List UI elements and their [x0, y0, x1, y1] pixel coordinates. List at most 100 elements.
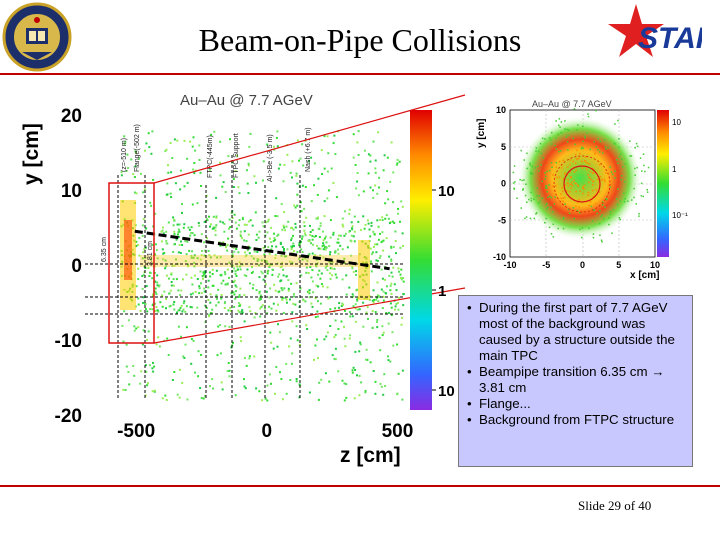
scatter-point: [211, 308, 214, 311]
scatter-point: [265, 260, 268, 263]
scatter-point: [154, 212, 157, 215]
scatter-point: [257, 258, 260, 261]
inset-scatter-point: [551, 131, 553, 134]
scatter-point: [237, 295, 240, 298]
scatter-point: [221, 221, 224, 224]
scatter-point: [385, 237, 388, 240]
scatter-point: [309, 266, 312, 268]
inset-scatter-point: [587, 194, 589, 196]
scatter-point: [310, 156, 313, 159]
inset-scatter-point: [568, 212, 571, 215]
scatter-point: [369, 186, 372, 189]
scatter-point: [182, 302, 185, 305]
scatter-point: [381, 219, 384, 222]
scatter-point: [289, 337, 292, 340]
scatter-point: [310, 200, 313, 203]
scatter-point: [169, 289, 172, 292]
main-y-tick: -10: [55, 331, 82, 352]
scatter-point: [223, 230, 226, 233]
scatter-point: [291, 261, 294, 264]
scatter-point: [274, 253, 277, 256]
inset-scatter-point: [584, 156, 587, 158]
scatter-point: [281, 289, 284, 292]
scatter-point: [173, 308, 176, 311]
scatter-point: [198, 292, 201, 295]
scatter-point: [286, 248, 289, 251]
inset-scatter-point: [575, 190, 577, 193]
scatter-point: [241, 309, 244, 312]
inset-scatter-point: [624, 163, 626, 165]
inset-y-tick: 0: [501, 179, 506, 189]
scatter-point: [170, 272, 173, 275]
scatter-point: [303, 221, 306, 224]
scatter-point: [374, 380, 377, 383]
scatter-point: [293, 293, 295, 295]
scatter-point: [154, 291, 157, 294]
scatter-point: [135, 192, 138, 195]
scatter-point: [350, 234, 353, 237]
scatter-point: [253, 316, 256, 319]
scatter-point: [137, 278, 140, 281]
scatter-point: [341, 379, 344, 382]
scatter-point: [337, 234, 340, 237]
inset-scatter-point: [552, 223, 554, 225]
scatter-point: [328, 272, 331, 275]
scatter-point: [150, 258, 152, 261]
scatter-point: [343, 262, 346, 265]
scatter-point: [260, 270, 263, 273]
scatter-point: [210, 133, 213, 136]
scatter-point: [371, 326, 374, 329]
inset-scatter-point: [545, 185, 547, 187]
inset-scatter-point: [612, 209, 615, 211]
scatter-point: [164, 394, 167, 397]
scatter-point: [202, 397, 205, 400]
scatter-point: [356, 141, 359, 144]
scatter-point: [151, 367, 154, 370]
scatter-point: [245, 364, 248, 367]
scatter-point: [293, 250, 295, 253]
scatter-point: [191, 232, 194, 235]
inset-colorbar: [657, 110, 669, 257]
inset-ring-density: [518, 116, 642, 240]
inset-scatter-point: [605, 198, 607, 200]
scatter-point: [226, 282, 229, 285]
scatter-point: [379, 218, 382, 221]
scatter-point: [245, 223, 248, 226]
scatter-point: [137, 326, 140, 329]
scatter-point: [180, 240, 182, 243]
scatter-point: [292, 295, 295, 298]
inset-scatter-point: [549, 195, 551, 198]
inset-scatter-point: [573, 217, 576, 220]
scatter-point: [238, 311, 241, 314]
scatter-point: [379, 232, 381, 235]
scatter-point: [319, 224, 322, 227]
scatter-point: [281, 298, 284, 301]
inset-scatter-point: [591, 189, 594, 192]
scatter-point: [378, 295, 381, 298]
scatter-point: [315, 258, 318, 261]
scatter-point: [399, 246, 402, 249]
scatter-point: [283, 287, 286, 290]
scatter-point: [255, 181, 257, 184]
scatter-point: [316, 216, 319, 219]
scatter-point: [280, 254, 283, 257]
inset-scatter-point: [599, 175, 602, 178]
inset-scatter-point: [602, 201, 604, 203]
scatter-point: [171, 265, 174, 267]
scatter-point: [230, 292, 233, 295]
scatter-point: [216, 297, 218, 300]
scatter-point: [334, 153, 337, 156]
scatter-point: [372, 289, 375, 292]
scatter-point: [328, 380, 331, 383]
scatter-point: [355, 187, 358, 190]
scatter-point: [137, 297, 140, 300]
scatter-point: [247, 192, 250, 194]
scatter-point: [264, 397, 267, 400]
scatter-point: [358, 374, 361, 377]
scatter-point: [298, 159, 300, 162]
inset-scatter-point: [611, 232, 613, 234]
inset-scatter-point: [582, 140, 584, 143]
scatter-point: [371, 299, 374, 302]
scatter-point: [197, 375, 200, 378]
scatter-point: [371, 310, 374, 313]
